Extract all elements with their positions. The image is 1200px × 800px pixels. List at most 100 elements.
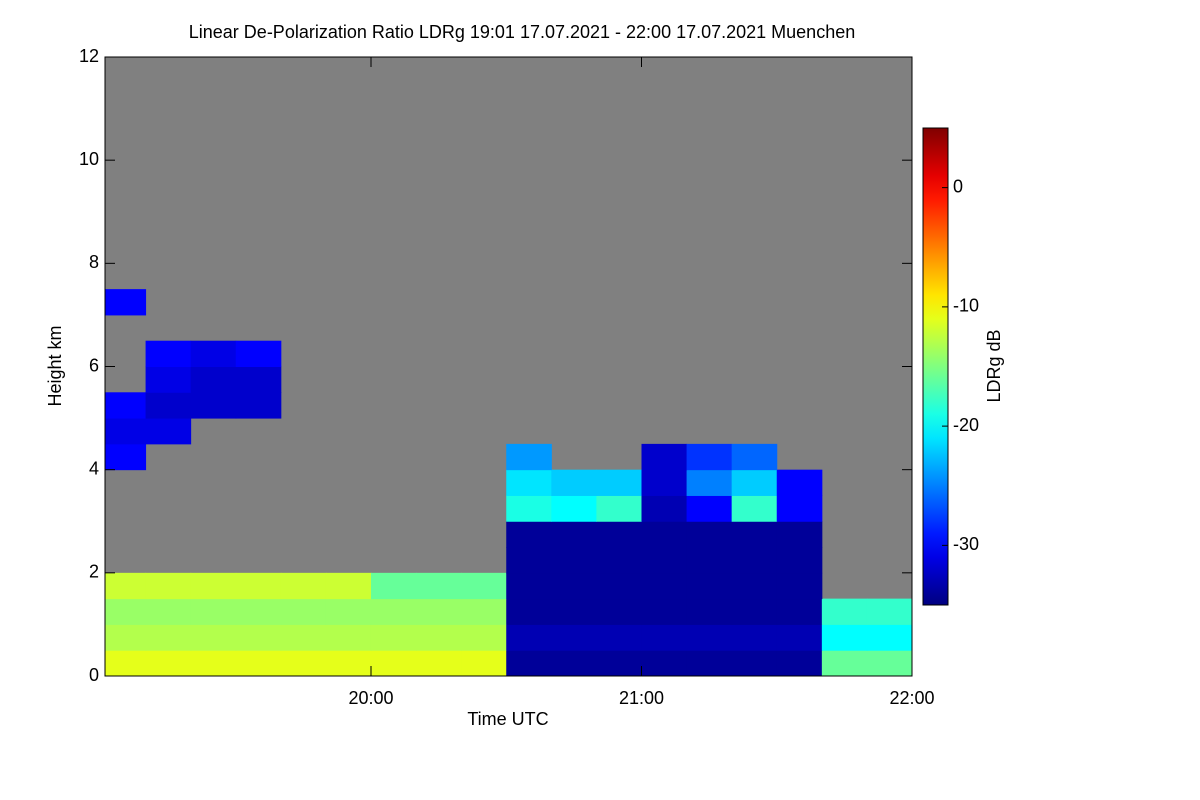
heatmap-cell <box>145 366 192 393</box>
x-tick-label: 22:00 <box>889 688 934 708</box>
colorbar <box>922 127 949 606</box>
heatmap-cell <box>190 598 237 625</box>
heatmap-cell <box>370 624 417 651</box>
heatmap-cell <box>776 650 823 677</box>
heatmap-cell <box>641 572 688 600</box>
heatmap-cell <box>190 392 237 419</box>
heatmap-cell <box>776 495 823 522</box>
heatmap-cell <box>821 624 868 651</box>
heatmap-cell <box>551 572 597 600</box>
heatmap-cell <box>731 547 778 574</box>
heatmap-cell <box>731 443 778 471</box>
heatmap-cell <box>235 572 282 600</box>
heatmap-cell <box>596 650 642 677</box>
heatmap-cell <box>776 624 823 651</box>
heatmap-cell <box>866 650 913 677</box>
heatmap-cell <box>731 624 778 651</box>
heatmap-cell <box>641 495 688 522</box>
heatmap-cell <box>506 598 552 625</box>
heatmap-cell <box>596 521 642 548</box>
heatmap-cell <box>596 598 642 625</box>
heatmap-cell <box>145 340 192 367</box>
heatmap-cell <box>190 624 237 651</box>
heatmap-cell <box>641 650 688 677</box>
x-axis-label: Time UTC <box>467 709 548 729</box>
heatmap-cell <box>235 598 282 625</box>
heatmap-cell <box>506 650 552 677</box>
heatmap-cell <box>145 650 192 677</box>
heatmap-cell <box>145 418 192 445</box>
heatmap-cell <box>190 572 237 600</box>
colorbar-tick-label: 0 <box>953 176 963 196</box>
heatmap-cell <box>551 547 597 574</box>
heatmap-cell <box>416 650 462 677</box>
heatmap-cell <box>821 598 868 625</box>
heatmap-cell <box>461 624 507 651</box>
heatmap-cell <box>105 443 147 471</box>
heatmap-cell <box>551 624 597 651</box>
heatmap-cell <box>686 547 733 574</box>
y-tick-label: 6 <box>89 355 99 375</box>
heatmap-cell <box>731 469 778 496</box>
heatmap-cell <box>461 598 507 625</box>
heatmap-cell <box>641 624 688 651</box>
heatmap <box>105 289 913 677</box>
heatmap-cell <box>105 598 147 625</box>
heatmap-cell <box>190 366 237 393</box>
heatmap-cell <box>596 495 642 522</box>
heatmap-cell <box>821 650 868 677</box>
heatmap-cell <box>686 572 733 600</box>
x-tick-label: 21:00 <box>619 688 664 708</box>
heatmap-cell <box>506 495 552 522</box>
heatmap-cell <box>235 624 282 651</box>
y-tick-label: 2 <box>89 562 99 582</box>
heatmap-cell <box>776 547 823 574</box>
heatmap-cell <box>461 650 507 677</box>
heatmap-cell <box>866 598 913 625</box>
heatmap-cell <box>686 443 733 471</box>
heatmap-cell <box>370 598 417 625</box>
heatmap-cell <box>731 598 778 625</box>
heatmap-cell <box>551 650 597 677</box>
heatmap-cell <box>731 572 778 600</box>
heatmap-cell <box>325 598 372 625</box>
x-tick-label: 20:00 <box>348 688 393 708</box>
heatmap-cell <box>731 521 778 548</box>
heatmap-cell <box>506 547 552 574</box>
heatmap-cell <box>235 366 282 393</box>
heatmap-cell <box>370 650 417 677</box>
heatmap-cell <box>506 624 552 651</box>
heatmap-cell <box>506 521 552 548</box>
heatmap-cell <box>105 572 147 600</box>
heatmap-cell <box>235 650 282 677</box>
heatmap-cell <box>776 598 823 625</box>
heatmap-cell <box>551 495 597 522</box>
colorbar-tick-label: -20 <box>953 415 979 435</box>
heatmap-cell <box>506 572 552 600</box>
heatmap-cell <box>506 443 552 471</box>
heatmap-cell <box>145 598 192 625</box>
heatmap-cell <box>105 392 147 419</box>
heatmap-cell <box>776 521 823 548</box>
heatmap-cell <box>280 650 327 677</box>
heatmap-cell <box>641 443 688 471</box>
heatmap-cell <box>235 392 282 419</box>
heatmap-cell <box>325 572 372 600</box>
heatmap-cell <box>866 624 913 651</box>
heatmap-cell <box>105 650 147 677</box>
heatmap-cell <box>641 598 688 625</box>
y-tick-label: 10 <box>79 149 99 169</box>
heatmap-cell <box>551 521 597 548</box>
heatmap-cell <box>686 495 733 522</box>
y-axis-label: Height km <box>45 325 65 406</box>
heatmap-cell <box>506 469 552 496</box>
y-tick-label: 12 <box>79 46 99 66</box>
heatmap-cell <box>776 572 823 600</box>
y-tick-label: 4 <box>89 458 99 478</box>
heatmap-cell <box>731 650 778 677</box>
heatmap-cell <box>280 624 327 651</box>
y-tick-label: 0 <box>89 665 99 685</box>
heatmap-cell <box>416 598 462 625</box>
heatmap-cell <box>190 340 237 367</box>
colorbar-label: LDRg dB <box>984 329 1004 402</box>
